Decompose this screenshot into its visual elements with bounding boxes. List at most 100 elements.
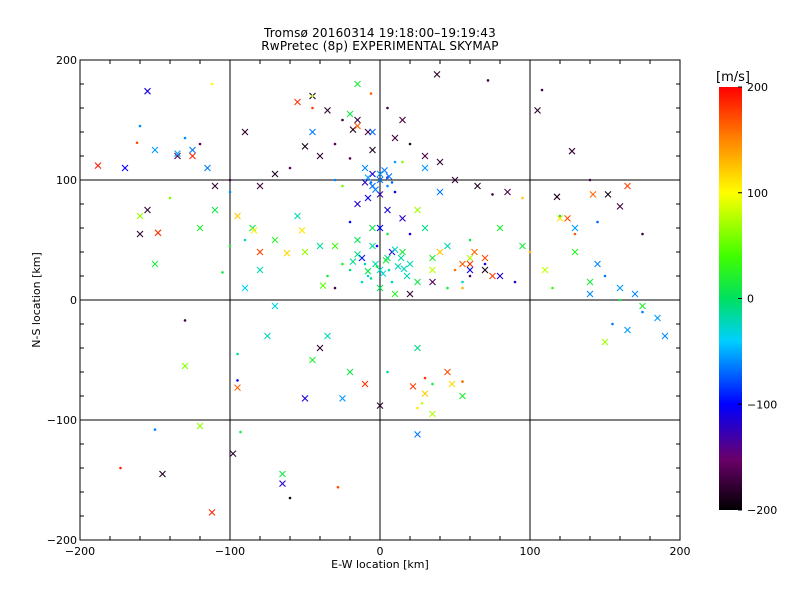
x-tick-label: 0 <box>377 545 384 558</box>
data-point-x <box>204 164 211 172</box>
data-point-x <box>279 470 286 478</box>
data-point-x <box>586 278 594 286</box>
data-point-dot <box>326 274 329 278</box>
data-point-x <box>250 227 258 234</box>
data-point-dot <box>641 232 644 236</box>
data-point-dot <box>588 178 592 182</box>
data-point-x <box>309 356 316 364</box>
data-point-x <box>234 384 241 391</box>
y-axis-label: N-S location [km] <box>30 252 43 348</box>
data-point-x <box>661 332 669 340</box>
x-axis-label: E-W location [km] <box>331 558 429 571</box>
data-point-x <box>624 326 631 334</box>
x-tick-labels: −200 −100 0 100 200 <box>65 545 691 558</box>
data-point-x <box>211 182 219 190</box>
data-point-x <box>361 164 369 172</box>
x-tick-label: 100 <box>520 545 541 558</box>
data-point-x <box>349 126 357 133</box>
data-point-x <box>414 206 421 214</box>
data-point-x <box>372 186 379 193</box>
data-point-x <box>496 224 504 232</box>
data-point-x <box>309 128 316 136</box>
data-point-x <box>324 332 331 340</box>
data-point-x <box>654 314 661 322</box>
data-point-x <box>159 470 166 478</box>
data-point-x <box>399 116 406 124</box>
data-point-x <box>354 200 361 208</box>
data-point-x <box>364 267 372 275</box>
data-point-dot <box>386 184 389 188</box>
data-point-x <box>369 224 376 232</box>
data-point-dot <box>468 274 472 278</box>
data-point-dot <box>236 379 239 382</box>
data-point-dot <box>348 268 352 272</box>
data-point-dot <box>288 166 292 170</box>
data-point-x <box>421 390 429 397</box>
data-point-x <box>354 80 361 88</box>
data-point-x <box>298 227 306 234</box>
data-point-x <box>541 266 549 274</box>
data-point-x <box>504 188 511 196</box>
data-point-x <box>361 380 369 388</box>
data-point-x <box>94 162 102 169</box>
y-tick-label: 200 <box>56 54 77 67</box>
data-point-x <box>136 230 144 238</box>
data-point-x <box>376 284 384 292</box>
data-point-dot <box>540 88 544 92</box>
data-point-x <box>361 179 369 186</box>
data-point-dot <box>641 310 644 314</box>
data-point-x <box>421 224 429 232</box>
data-point-x <box>616 284 624 292</box>
data-point-dot <box>228 190 232 194</box>
y-tick-label: −100 <box>47 414 77 427</box>
data-point-dot <box>420 401 424 405</box>
data-point-dot <box>573 232 577 236</box>
data-point-x <box>174 150 181 157</box>
data-point-dot <box>333 142 337 146</box>
data-point-x <box>459 392 466 400</box>
data-point-dot <box>366 274 370 278</box>
data-point-x <box>346 368 354 376</box>
data-point-x <box>301 248 309 256</box>
data-point-x <box>571 248 579 256</box>
data-point-dot <box>558 214 562 218</box>
data-point-x <box>196 422 204 430</box>
data-point-x <box>399 215 406 222</box>
data-point-x <box>241 128 249 136</box>
data-point-x <box>346 110 354 118</box>
data-point-x <box>639 302 646 310</box>
data-point-x <box>196 224 204 232</box>
data-point-dot <box>461 280 464 284</box>
data-point-x <box>189 152 196 160</box>
data-point-dot <box>369 92 373 95</box>
x-tick-label: −200 <box>65 545 95 558</box>
grid-lines <box>80 60 680 540</box>
data-point-dot <box>198 142 202 146</box>
data-point-x <box>256 266 264 274</box>
colorbar-tick-label: 0 <box>747 293 754 306</box>
data-point-x <box>354 251 361 258</box>
data-point-x <box>466 266 474 274</box>
data-point-dot <box>453 268 457 272</box>
data-point-x <box>316 344 324 352</box>
data-point-x <box>324 107 331 114</box>
data-point-x <box>534 107 541 114</box>
data-point-x <box>136 212 144 220</box>
data-point-x <box>586 290 594 298</box>
data-point-dot <box>401 160 404 164</box>
data-point-dot <box>551 286 554 290</box>
data-point-dot <box>423 376 427 380</box>
data-point-x <box>391 290 399 298</box>
data-point-x <box>234 212 241 220</box>
data-point-dot <box>390 280 394 284</box>
data-point-x <box>349 258 357 265</box>
data-point-x <box>403 272 411 280</box>
data-point-x <box>556 215 564 222</box>
data-point-x <box>208 509 216 516</box>
data-point-dot <box>336 485 340 489</box>
data-point-dot <box>210 82 214 86</box>
data-point-x <box>211 206 219 214</box>
data-point-dot <box>183 136 187 140</box>
data-point-x <box>381 167 388 174</box>
data-point-x <box>391 246 399 253</box>
